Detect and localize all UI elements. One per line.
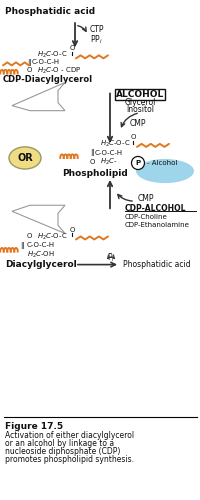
Text: CMP: CMP (129, 119, 146, 128)
Text: ALCOHOL: ALCOHOL (115, 90, 163, 99)
Circle shape (131, 156, 144, 170)
Text: $\|$: $\|$ (27, 57, 31, 68)
Text: $H_2C$-: $H_2C$- (100, 157, 117, 167)
Text: $\|$: $\|$ (20, 240, 25, 251)
Text: O: O (90, 159, 95, 165)
Text: $H_2C$-O-C: $H_2C$-O-C (37, 50, 67, 60)
Text: promotes phospholipid synthesis.: promotes phospholipid synthesis. (5, 454, 133, 464)
Text: C-O-C-H: C-O-C-H (95, 150, 123, 156)
Text: $\|$: $\|$ (90, 148, 94, 158)
Text: Phospholipid: Phospholipid (62, 168, 127, 177)
Text: O: O (130, 134, 135, 140)
Text: nucleoside diphosphate (CDP): nucleoside diphosphate (CDP) (5, 446, 120, 456)
Text: $H_2C$-OH: $H_2C$-OH (27, 250, 55, 260)
Text: Phosphatidic acid: Phosphatidic acid (122, 260, 190, 269)
Text: Inositol: Inositol (125, 105, 153, 114)
Text: CTP: CTP (90, 24, 104, 34)
Text: O: O (69, 228, 74, 234)
Polygon shape (12, 82, 65, 110)
Text: CDP-ALCOHOL: CDP-ALCOHOL (124, 204, 186, 213)
Text: P: P (135, 160, 140, 166)
Polygon shape (12, 205, 65, 234)
Text: C-O-C-H: C-O-C-H (32, 60, 60, 66)
Text: $H_2C$-O - CDP: $H_2C$-O - CDP (37, 66, 81, 76)
Text: Phosphatidic acid: Phosphatidic acid (5, 6, 95, 16)
Text: O: O (69, 46, 74, 52)
Text: or an alcohol by linkage to a: or an alcohol by linkage to a (5, 438, 114, 448)
Text: Figure 17.5: Figure 17.5 (5, 422, 63, 430)
Text: CDP-Diacylglycerol: CDP-Diacylglycerol (3, 75, 93, 84)
Text: CMP: CMP (137, 194, 154, 202)
Text: Glycerol: Glycerol (124, 98, 155, 107)
Text: $H_2C$-O-C: $H_2C$-O-C (37, 232, 67, 241)
Text: OR: OR (17, 153, 33, 163)
Ellipse shape (135, 159, 193, 183)
Text: $H_2C$-O-C: $H_2C$-O-C (100, 139, 130, 149)
Text: Diacylglycerol: Diacylglycerol (5, 260, 76, 269)
Text: C-O-C-H: C-O-C-H (27, 242, 55, 248)
Text: CDP-Choline: CDP-Choline (124, 214, 167, 220)
Text: PP$_i$: PP$_i$ (90, 34, 102, 46)
Text: O: O (27, 234, 32, 239)
Text: - Alcohol: - Alcohol (146, 160, 176, 166)
Text: CDP-Ethanolamine: CDP-Ethanolamine (124, 222, 189, 228)
Text: P$_i$: P$_i$ (106, 252, 115, 264)
Text: Activation of either diacylglycerol: Activation of either diacylglycerol (5, 430, 133, 440)
Text: O: O (27, 68, 32, 73)
Ellipse shape (9, 147, 41, 169)
